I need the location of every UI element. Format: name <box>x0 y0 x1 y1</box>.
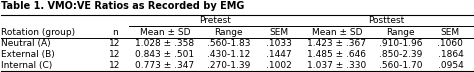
Text: .270-1.39: .270-1.39 <box>207 61 250 70</box>
Text: Range: Range <box>214 28 243 37</box>
Text: Table 1. VMO:VE Ratios as Recorded by EMG: Table 1. VMO:VE Ratios as Recorded by EM… <box>1 1 245 11</box>
Text: 1.423 ± .367: 1.423 ± .367 <box>307 39 366 48</box>
Text: .430-1.12: .430-1.12 <box>207 50 250 59</box>
Text: Range: Range <box>386 28 415 37</box>
Text: .1060: .1060 <box>438 39 464 48</box>
Text: .1447: .1447 <box>266 50 292 59</box>
Text: Neutral (A): Neutral (A) <box>1 39 51 48</box>
Text: .850-2.39: .850-2.39 <box>379 50 422 59</box>
Text: SEM: SEM <box>441 28 460 37</box>
Text: 12: 12 <box>109 50 121 59</box>
Text: n: n <box>112 28 118 37</box>
Text: .560-1.70: .560-1.70 <box>379 61 422 70</box>
Text: Rotation (group): Rotation (group) <box>1 28 75 37</box>
Text: 1.037 ± .330: 1.037 ± .330 <box>307 61 366 70</box>
Text: Pretest: Pretest <box>199 16 231 25</box>
Text: Mean ± SD: Mean ± SD <box>311 28 362 37</box>
Text: 12: 12 <box>109 61 121 70</box>
Text: Mean ± SD: Mean ± SD <box>140 28 190 37</box>
Text: .1864: .1864 <box>438 50 463 59</box>
Text: .0954: .0954 <box>438 61 463 70</box>
Text: .910-1.96: .910-1.96 <box>379 39 422 48</box>
Text: 0.843 ± .501: 0.843 ± .501 <box>136 50 194 59</box>
Text: 1.028 ± .358: 1.028 ± .358 <box>136 39 194 48</box>
Text: .1002: .1002 <box>266 61 292 70</box>
Text: 12: 12 <box>109 39 121 48</box>
Text: SEM: SEM <box>269 28 288 37</box>
Text: .1033: .1033 <box>265 39 292 48</box>
Text: 0.773 ± .347: 0.773 ± .347 <box>136 61 194 70</box>
Text: 1.485 ± .646: 1.485 ± .646 <box>307 50 366 59</box>
Text: .560-1.83: .560-1.83 <box>207 39 250 48</box>
Text: Posttest: Posttest <box>369 16 405 25</box>
Text: Internal (C): Internal (C) <box>1 61 53 70</box>
Text: External (B): External (B) <box>1 50 55 59</box>
